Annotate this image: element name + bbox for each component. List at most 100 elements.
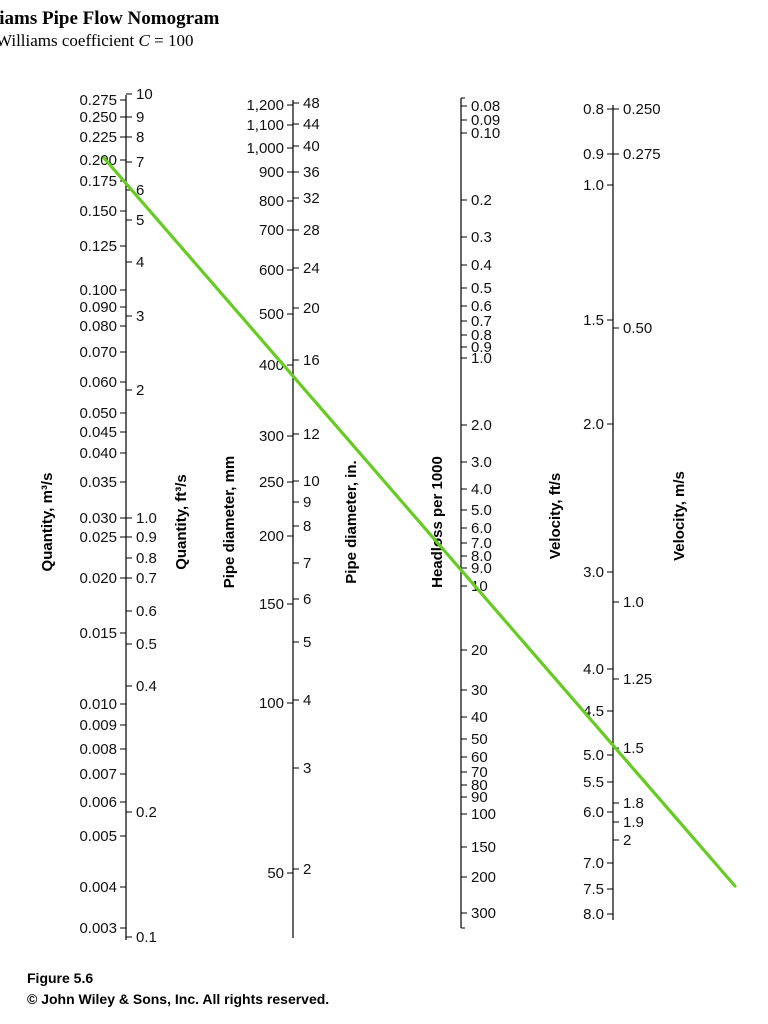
diameter-right-tick-label: 5 xyxy=(303,634,311,651)
subtitle-prefix: Williams coefficient xyxy=(0,31,139,50)
headloss-right-tick-label: 6.0 xyxy=(471,520,492,537)
quantity-right-tick-label: 6 xyxy=(136,182,144,199)
diameter-left-tick-label: 250 xyxy=(259,474,284,491)
quantity-right-tick-label: 10 xyxy=(136,86,153,103)
velocity-left-tick-label: 8.0 xyxy=(583,906,604,923)
quantity-left-tick-label: 0.009 xyxy=(79,717,117,734)
quantity-right-tick-label: 0.8 xyxy=(136,550,157,567)
headloss-right-tick-label: 1.0 xyxy=(471,350,492,367)
diameter-left-tick-label: 700 xyxy=(259,222,284,239)
diameter-left-tick-label: 600 xyxy=(259,262,284,279)
diameter-right-tick-label: 16 xyxy=(303,352,320,369)
headloss-right-tick-label: 80 xyxy=(471,777,488,794)
velocity-left-axis-title: Velocity, ft/s xyxy=(547,473,564,559)
quantity-left-tick-label: 0.060 xyxy=(79,374,117,391)
headloss-right-tick-label: 90 xyxy=(471,789,488,806)
headloss-right-tick-label: 0.08 xyxy=(471,98,500,115)
diameter-right-tick-label: 4 xyxy=(303,692,311,709)
headloss-right-tick-label: 0.3 xyxy=(471,229,492,246)
headloss-right-tick-label: 4.0 xyxy=(471,481,492,498)
diameter-right-tick-label: 7 xyxy=(303,555,311,572)
quantity-left-tick-label: 0.100 xyxy=(79,282,117,299)
quantity-left-tick-label: 0.005 xyxy=(79,828,117,845)
quantity-right-tick-label: 1.0 xyxy=(136,510,157,527)
diameter-left-tick-label: 150 xyxy=(259,596,284,613)
quantity-right-axis-title: Quantity, ft³/s xyxy=(173,474,190,570)
diameter-left-tick-label: 1,200 xyxy=(246,97,284,114)
velocity-left-tick-label: 4.5 xyxy=(583,703,604,720)
diameter-right-tick-label: 40 xyxy=(303,138,320,155)
diameter-left-tick-label: 400 xyxy=(259,357,284,374)
velocity-left-tick-label: 5.0 xyxy=(583,747,604,764)
headloss-right-tick-label: 300 xyxy=(471,905,496,922)
quantity-right-tick-label: 3 xyxy=(136,308,144,325)
diameter-left-tick-label: 900 xyxy=(259,164,284,181)
quantity-right-tick-label: 8 xyxy=(136,129,144,146)
headloss-right-tick-label: 10 xyxy=(471,578,488,595)
velocity-left-tick-label: 4.0 xyxy=(583,661,604,678)
quantity-right-tick-label: 7 xyxy=(136,154,144,171)
diameter-right-tick-label: 24 xyxy=(303,260,320,277)
quantity-right-tick-label: 4 xyxy=(136,254,144,271)
diameter-right-tick-label: 10 xyxy=(303,473,320,490)
scale-velocity: 0.8 0.9 1.0 1.5 2.0 3.0 4.0 4.5 5.0 5.5 6.0 7.0 7.5 8… xyxy=(547,101,688,923)
figure-caption: Figure 5.6 © John Wiley & Sons, Inc. All… xyxy=(27,968,329,1010)
headloss-right-tick-label: 7.0 xyxy=(471,535,492,552)
diameter-right-tick-label: 32 xyxy=(303,190,320,207)
quantity-left-tick-label: 0.250 xyxy=(79,109,117,126)
headloss-right-tick-label: 100 xyxy=(471,806,496,823)
copyright-notice: © John Wiley & Sons, Inc. All rights res… xyxy=(27,991,330,1007)
quantity-right-tick-label: 0.4 xyxy=(136,678,157,695)
quantity-left-tick-label: 0.007 xyxy=(79,766,117,783)
velocity-left-tick-label: 5.5 xyxy=(583,774,604,791)
quantity-left-tick-label: 0.275 xyxy=(79,92,117,109)
velocity-left-tick-label: 1.5 xyxy=(583,312,604,329)
diameter-right-tick-label: 2 xyxy=(303,861,311,878)
headloss-right-tick-label: 8.0 xyxy=(471,548,492,565)
headloss-right-tick-label: 20 xyxy=(471,642,488,659)
subtitle-variable: C xyxy=(138,31,150,50)
quantity-left-tick-label: 0.200 xyxy=(79,152,117,169)
headloss-right-axis-title: Headloss per 1000 xyxy=(429,456,446,588)
headloss-right-tick-label: 0.7 xyxy=(471,313,492,330)
quantity-left-tick-label: 0.025 xyxy=(79,529,117,546)
headloss-right-tick-label: 2.0 xyxy=(471,417,492,434)
quantity-left-tick-label: 0.020 xyxy=(79,570,117,587)
quantity-left-tick-label: 0.150 xyxy=(79,203,117,220)
velocity-right-axis-title: Velocity, m/s xyxy=(671,471,688,561)
velocity-right-tick-label: 1.5 xyxy=(623,740,644,757)
diameter-left-axis-title: Pipe diameter, mm xyxy=(221,456,238,589)
quantity-right-tick-label: 0.5 xyxy=(136,636,157,653)
diameter-left-tick-label: 300 xyxy=(259,428,284,445)
velocity-left-tick-label: 0.8 xyxy=(583,101,604,118)
headloss-right-tick-label: 0.10 xyxy=(471,125,500,142)
quantity-left-tick-label: 0.045 xyxy=(79,424,117,441)
headloss-right-tick-label: 150 xyxy=(471,839,496,856)
quantity-left-tick-label: 0.035 xyxy=(79,474,117,491)
headloss-right-tick-label: 3.0 xyxy=(471,454,492,471)
velocity-left-tick-label: 6.0 xyxy=(583,804,604,821)
headloss-right-tick-label: 9.0 xyxy=(471,560,492,577)
quantity-right-tick-label: 2 xyxy=(136,382,144,399)
nomogram-diagram: 0.2750.2500.2250.2000.1750.1500.1250.100… xyxy=(39,86,737,946)
quantity-left-tick-label: 0.003 xyxy=(79,920,117,937)
diameter-left-tick-label: 100 xyxy=(259,695,284,712)
headloss-right-tick-label: 200 xyxy=(471,869,496,886)
diameter-left-tick-label: 1,100 xyxy=(246,117,284,134)
headloss-right-tick-label: 0.6 xyxy=(471,298,492,315)
nomogram-subtitle: Williams coefficient C = 100 xyxy=(0,31,193,51)
quantity-right-tick-label: 0.1 xyxy=(136,929,157,946)
quantity-right-tick-label: 0.7 xyxy=(136,570,157,587)
diameter-left-tick-label: 1,000 xyxy=(246,140,284,157)
scale-diameter: 1,2001,1001,0009008007006005004003002502… xyxy=(221,95,360,938)
velocity-right-tick-label: 1.0 xyxy=(623,594,644,611)
diameter-right-tick-label: 12 xyxy=(303,426,320,443)
quantity-left-tick-label: 0.010 xyxy=(79,696,117,713)
scale-headloss: 0.080.090.10 0.2 0.3 0.4 0.50.60.70.80.91.0 2… xyxy=(429,97,500,929)
headloss-right-tick-label: 60 xyxy=(471,749,488,766)
diameter-right-tick-label: 9 xyxy=(303,494,311,511)
velocity-right-tick-label: 0.250 xyxy=(623,101,661,118)
subtitle-suffix: = 100 xyxy=(149,31,194,50)
diameter-left-tick-label: 200 xyxy=(259,528,284,545)
example-solution-line xyxy=(102,156,737,888)
